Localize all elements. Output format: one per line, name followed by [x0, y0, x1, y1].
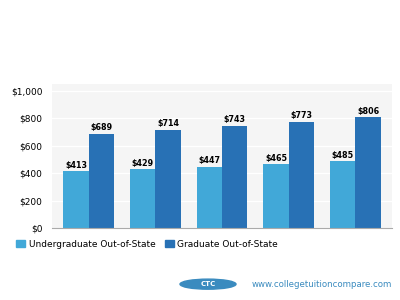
Text: $743: $743 — [224, 116, 246, 124]
Text: -time students and/or overload credits (2020: -time students and/or overload credits (… — [4, 42, 341, 55]
Bar — [222, 126, 247, 228]
Bar — [263, 164, 289, 228]
Bar — [197, 167, 222, 228]
Bar — [289, 122, 314, 228]
Text: CTC: CTC — [200, 281, 216, 287]
Text: $689: $689 — [90, 123, 112, 132]
Text: $485: $485 — [332, 151, 354, 160]
Bar — [89, 134, 114, 228]
Bar — [130, 169, 155, 228]
Circle shape — [180, 279, 236, 289]
Text: www.collegetuitioncompare.com: www.collegetuitioncompare.com — [252, 280, 392, 289]
Text: $413: $413 — [65, 161, 87, 170]
Legend: Undergraduate Out-of-State, Graduate Out-of-State: Undergraduate Out-of-State, Graduate Out… — [12, 236, 282, 252]
Text: $773: $773 — [290, 111, 312, 120]
Bar — [63, 171, 89, 228]
Text: $465: $465 — [265, 154, 287, 163]
Text: $806: $806 — [357, 107, 379, 116]
Bar — [155, 130, 181, 228]
Text: Embry-Riddle Aeronautical University-Worldwide 2024 Tuition Per Credit Hou: Embry-Riddle Aeronautical University-Wor… — [4, 8, 311, 17]
Text: $447: $447 — [198, 156, 220, 165]
Text: $714: $714 — [157, 119, 179, 128]
Text: $429: $429 — [132, 158, 154, 167]
Bar — [330, 161, 355, 228]
Bar — [355, 118, 381, 228]
